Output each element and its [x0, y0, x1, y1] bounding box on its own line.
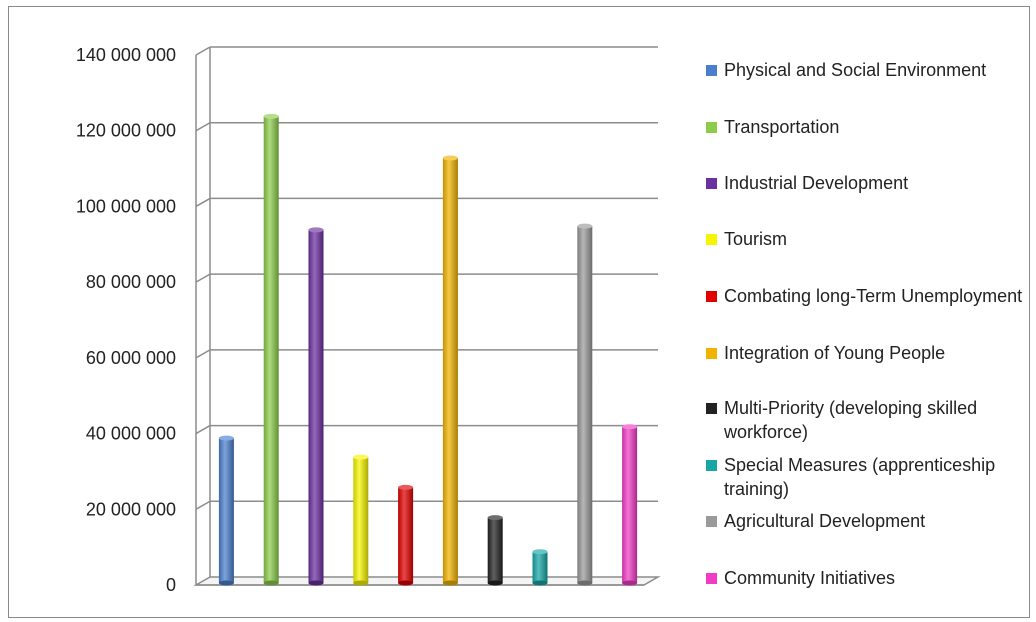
bar-top	[353, 454, 369, 460]
legend-label: Community Initiatives	[724, 568, 896, 588]
legend-item: Industrial Development	[706, 171, 1026, 195]
gridline-side	[195, 500, 211, 510]
bar	[308, 227, 324, 586]
bar	[218, 435, 234, 586]
bar-body	[218, 438, 234, 583]
legend-label: Agricultural Development	[724, 511, 926, 531]
legend-item: Tourism	[706, 227, 1026, 251]
legend-label: Combating long-Term Unemployment	[724, 286, 1023, 306]
legend-swatch	[706, 460, 717, 471]
bar-base	[218, 580, 234, 586]
bar-body	[398, 487, 414, 583]
bar-top	[442, 155, 458, 161]
bar-base	[353, 580, 369, 586]
legend-swatch	[706, 234, 717, 245]
bar-top	[263, 113, 279, 119]
bar-top	[622, 424, 638, 430]
y-tick-label: 0	[166, 575, 176, 595]
gridline-side	[195, 273, 211, 283]
bar-base	[442, 580, 458, 586]
y-tick-label: 120 000 000	[76, 121, 176, 141]
bar-base	[487, 580, 503, 586]
legend-item: Transportation	[706, 115, 1026, 139]
legend-item: Combating long-Term Unemployment	[706, 284, 1026, 308]
bar	[487, 515, 503, 586]
bar-top	[218, 435, 234, 441]
bar-base	[398, 580, 414, 586]
gridline-side	[195, 197, 211, 208]
bar-body	[442, 158, 458, 583]
legend-swatch	[706, 348, 717, 359]
bar-top	[487, 515, 503, 521]
legend-label: Transportation	[724, 117, 840, 137]
bar-body	[263, 116, 279, 583]
gridline-side	[195, 46, 211, 56]
legend-label: Industrial Development	[724, 173, 909, 193]
bar	[532, 549, 548, 586]
chart-frame	[8, 6, 1030, 618]
bar	[622, 424, 638, 586]
bar-body	[487, 517, 503, 583]
legend-swatch	[706, 65, 717, 76]
gridline-side	[195, 349, 211, 359]
bar-base	[532, 580, 548, 586]
legend-item: Community Initiatives	[706, 566, 1026, 590]
bars	[218, 113, 638, 586]
legend-label: Tourism	[724, 229, 788, 249]
bar-base	[263, 580, 279, 586]
legend-swatch	[706, 291, 717, 302]
legend-swatch	[706, 516, 717, 527]
bar	[353, 454, 369, 586]
legend-swatch	[706, 403, 717, 414]
legend-item: Integration of Young People	[706, 341, 1026, 365]
y-tick-label: 20 000 000	[86, 499, 176, 519]
bar-top	[577, 223, 593, 229]
y-axis-ticks: 0 20 000 000 40 000 000 60 000 000 80 000 00…	[76, 45, 176, 595]
gridline-side	[195, 122, 211, 132]
legend-swatch	[706, 178, 717, 189]
bar-top	[532, 549, 548, 555]
legend-label: Multi-Priority (developing skilled workf…	[724, 398, 978, 442]
bar-body	[622, 426, 638, 583]
bar-top	[308, 227, 324, 233]
legend-item: Multi-Priority (developing skilled workf…	[706, 396, 1026, 444]
bar	[398, 484, 414, 586]
y-tick-label: 40 000 000	[86, 424, 176, 444]
bar-body	[532, 551, 548, 583]
bar-base	[622, 580, 638, 586]
y-tick-label: 60 000 000	[86, 348, 176, 368]
bar	[577, 223, 593, 586]
bar-base	[308, 580, 324, 586]
legend-swatch	[706, 573, 717, 584]
legend-label: Physical and Social Environment	[724, 60, 987, 80]
legend-item: Special Measures (apprenticeship trainin…	[706, 453, 1026, 501]
legend-swatch	[706, 122, 717, 133]
bar-top	[398, 484, 414, 490]
legend-label: Special Measures (apprenticeship trainin…	[724, 455, 996, 499]
bar-base	[577, 580, 593, 586]
legend-item: Physical and Social Environment	[706, 58, 1026, 82]
y-tick-label: 140 000 000	[76, 45, 176, 65]
bar-body	[308, 229, 324, 583]
bar	[263, 113, 279, 586]
bar	[442, 155, 458, 586]
legend-label: Integration of Young People	[724, 343, 946, 363]
gridline-side	[195, 424, 211, 435]
y-tick-label: 80 000 000	[86, 272, 176, 292]
bar-body	[577, 226, 593, 583]
bar-body	[353, 457, 369, 583]
legend-item: Agricultural Development	[706, 509, 1026, 533]
y-tick-label: 100 000 000	[76, 196, 176, 216]
